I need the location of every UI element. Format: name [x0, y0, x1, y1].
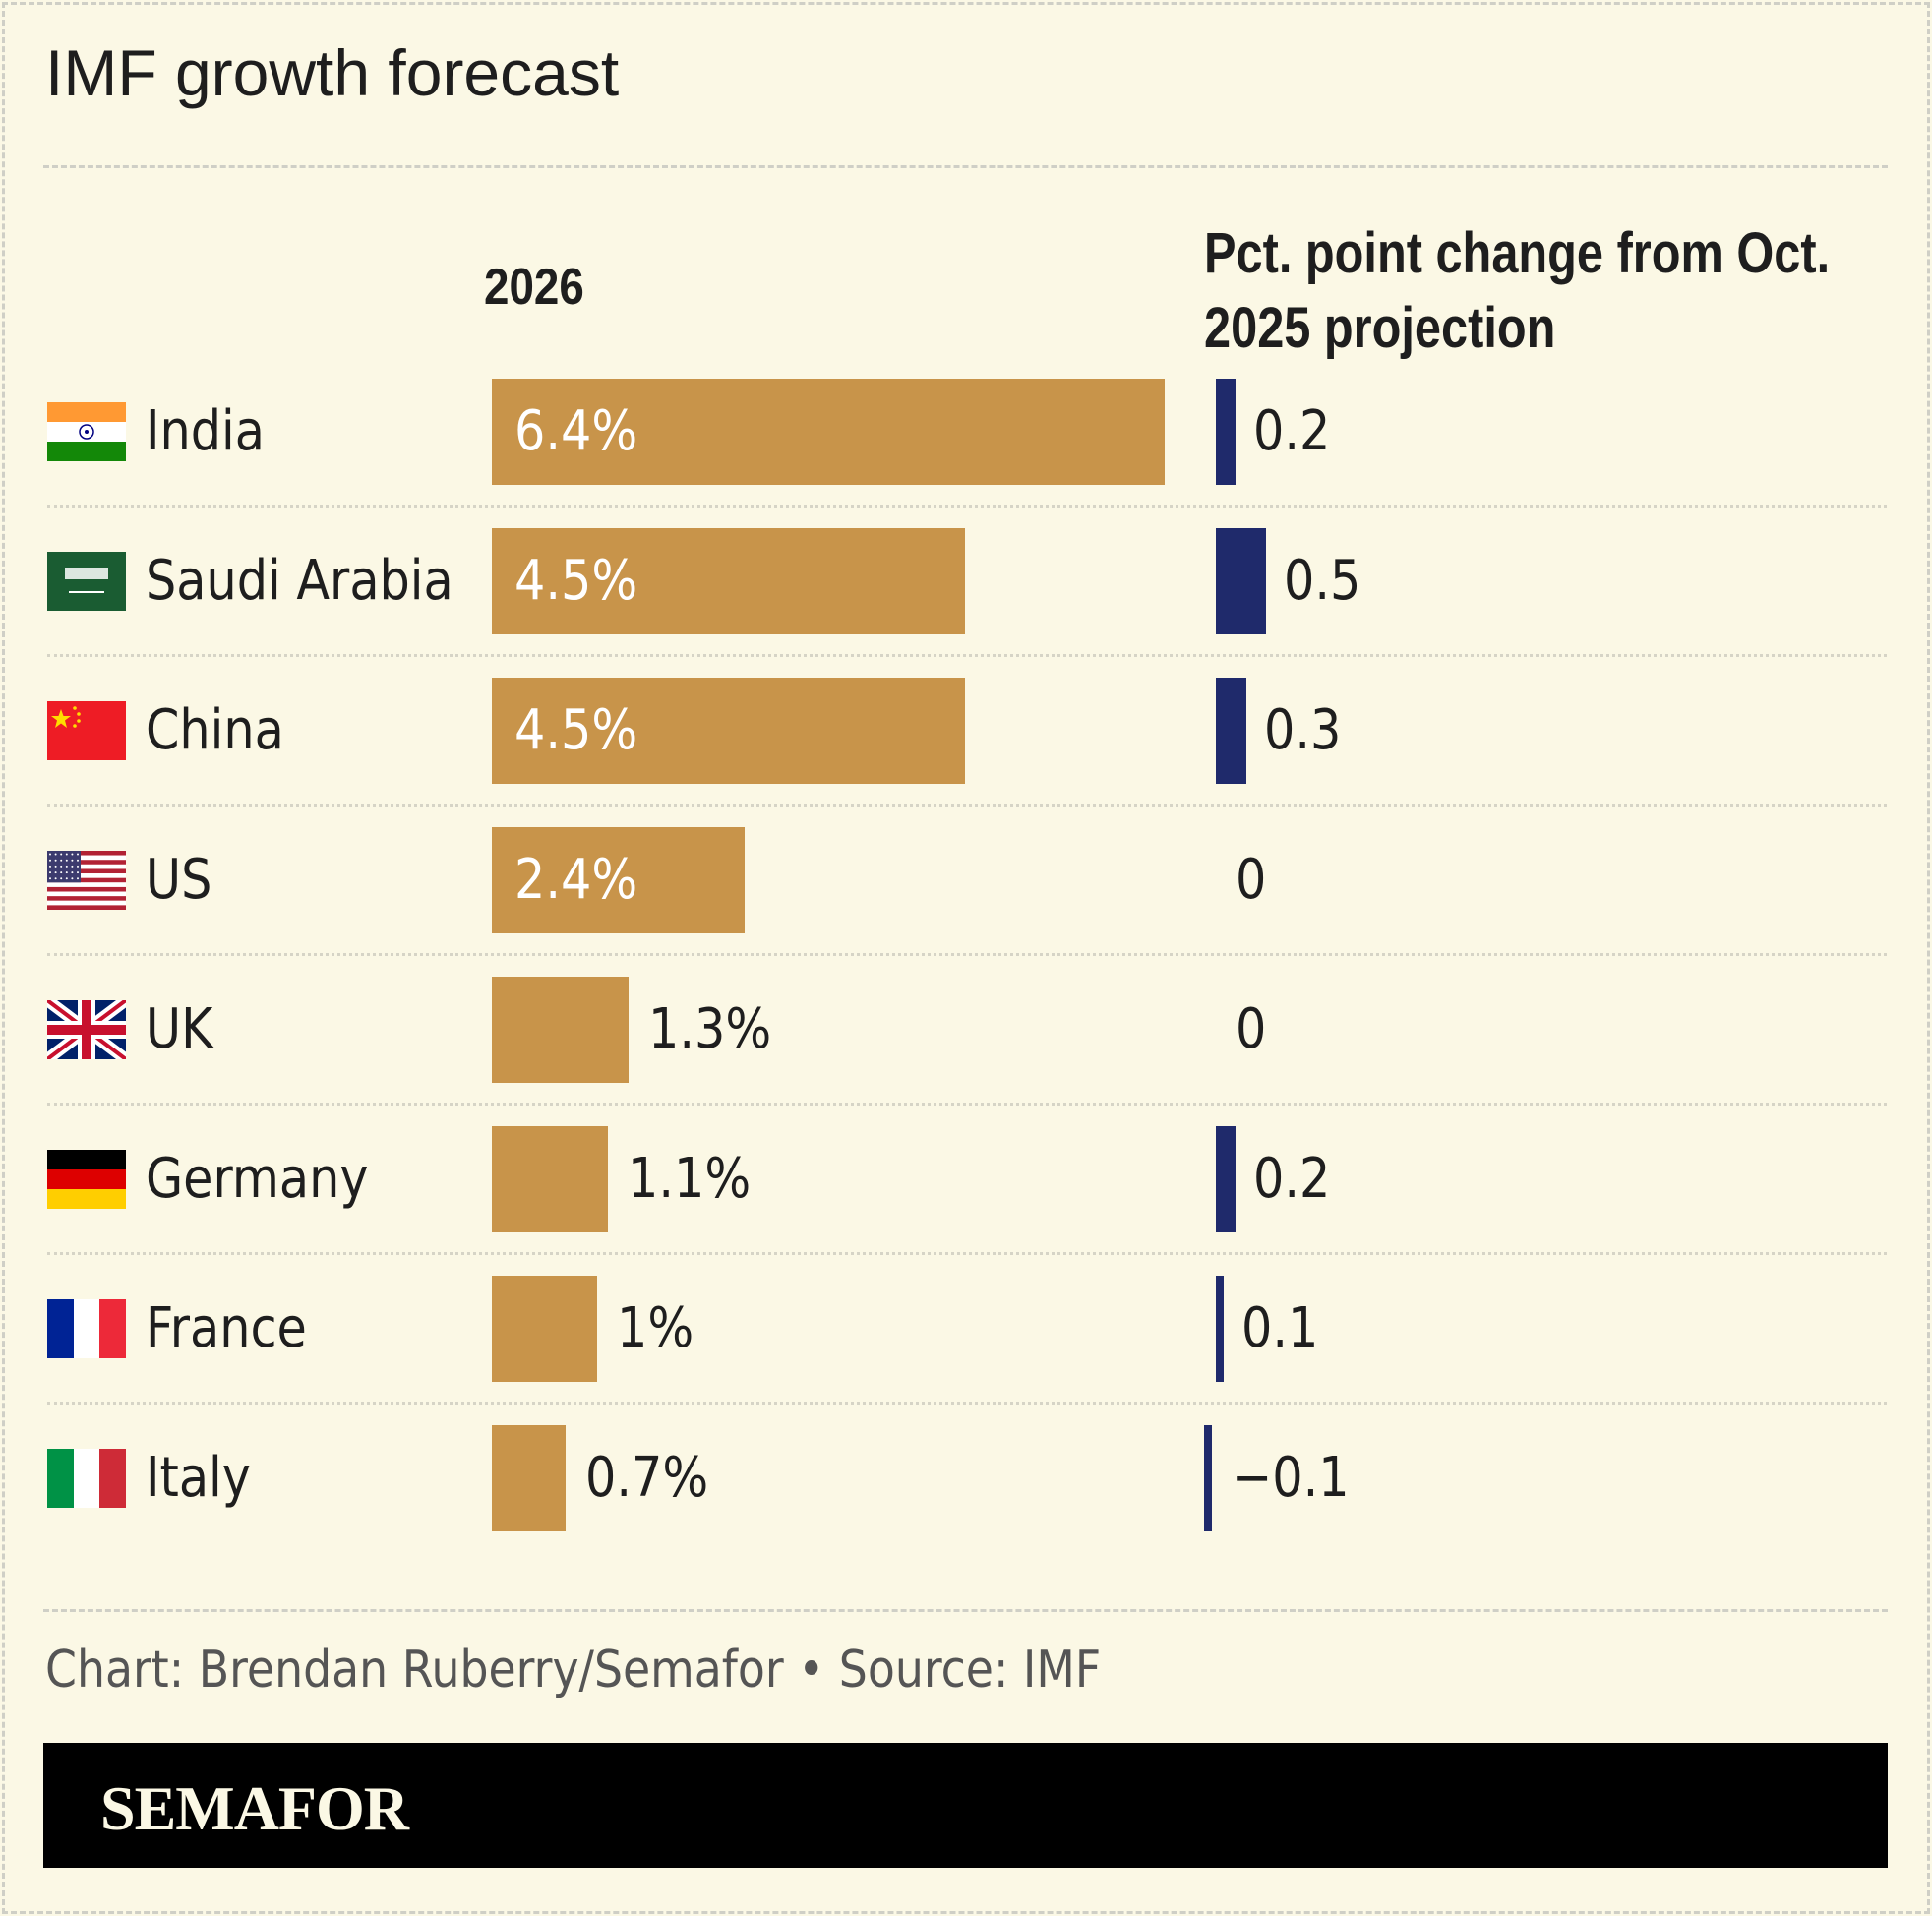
change-value-label: 0.2	[1253, 399, 1331, 463]
row-separator	[47, 953, 1887, 956]
growth-value-label: 1.3%	[647, 997, 772, 1061]
chart-row: Germany 1.1% 0.2	[0, 1126, 1932, 1276]
change-value-label: 0	[1236, 997, 1267, 1061]
growth-bar	[492, 379, 1165, 485]
country-label: France	[146, 1296, 307, 1360]
column-header-change: Pct. point change from Oct. 2025 project…	[1204, 216, 1830, 366]
source-credit: Chart: Brendan Ruberry/Semafor • Source:…	[45, 1641, 1102, 1700]
flag-de-icon	[47, 1150, 126, 1209]
chart-row: China 4.5% 0.3	[0, 678, 1932, 827]
chart-row: India 6.4% 0.2	[0, 379, 1932, 528]
change-value-label: −0.1	[1232, 1446, 1350, 1510]
brand-band: SEMAFOR	[43, 1743, 1888, 1868]
growth-value-label: 4.5%	[514, 698, 638, 762]
chart-row: Italy 0.7% −0.1	[0, 1425, 1932, 1575]
change-value-label: 0.3	[1263, 698, 1341, 762]
country-label: India	[146, 399, 265, 463]
chart-row: France 1% 0.1	[0, 1276, 1932, 1425]
growth-value-label: 6.4%	[514, 399, 638, 463]
change-value-label: 0	[1236, 848, 1267, 912]
growth-bar	[492, 678, 965, 784]
chart-row: Saudi Arabia 4.5% 0.5	[0, 528, 1932, 678]
growth-bar	[492, 1425, 566, 1531]
country-label: Italy	[146, 1446, 251, 1510]
growth-bar	[492, 1276, 597, 1382]
growth-value-label: 2.4%	[514, 848, 638, 912]
change-bar	[1216, 1126, 1237, 1232]
growth-value-label: 0.7%	[584, 1446, 709, 1510]
growth-bar	[492, 827, 745, 933]
semafor-logo: SEMAFOR	[100, 1773, 409, 1843]
flag-in-icon	[47, 402, 126, 461]
growth-bar	[492, 1126, 608, 1232]
growth-value-label: 4.5%	[514, 549, 638, 613]
chart-row: UK 1.3% 0	[0, 977, 1932, 1126]
flag-us-icon	[47, 851, 126, 910]
change-bar	[1216, 678, 1246, 784]
change-value-label: 0.5	[1284, 549, 1361, 613]
chart-title: IMF growth forecast	[45, 36, 620, 109]
growth-bar	[492, 977, 629, 1083]
country-label: UK	[146, 997, 213, 1061]
row-separator	[47, 1402, 1887, 1405]
column-header-change-line2: 2025 projection	[1204, 296, 1556, 360]
footer-divider	[43, 1609, 1888, 1612]
country-label: Saudi Arabia	[146, 549, 453, 613]
title-divider	[43, 165, 1888, 168]
flag-sa-icon	[47, 552, 126, 611]
country-label: Germany	[146, 1147, 369, 1211]
flag-cn-icon	[47, 701, 126, 760]
flag-it-icon	[47, 1449, 126, 1508]
column-header-2026: 2026	[484, 259, 584, 316]
change-bar	[1216, 528, 1266, 634]
change-bar	[1204, 1425, 1212, 1531]
flag-uk-icon	[47, 1000, 126, 1059]
country-label: China	[146, 698, 284, 762]
row-separator	[47, 1252, 1887, 1255]
change-bar	[1216, 1276, 1224, 1382]
country-label: US	[146, 848, 212, 912]
growth-value-label: 1.1%	[627, 1147, 751, 1211]
column-header-change-line1: Pct. point change from Oct.	[1204, 221, 1831, 285]
row-separator	[47, 804, 1887, 807]
change-value-label: 0.2	[1253, 1147, 1331, 1211]
row-separator	[47, 654, 1887, 657]
flag-fr-icon	[47, 1299, 126, 1358]
row-separator	[47, 505, 1887, 508]
growth-bar	[492, 528, 965, 634]
change-value-label: 0.1	[1241, 1296, 1319, 1360]
change-bar	[1216, 379, 1237, 485]
growth-value-label: 1%	[616, 1296, 694, 1360]
chart-row: US 2.4% 0	[0, 827, 1932, 977]
row-separator	[47, 1103, 1887, 1106]
